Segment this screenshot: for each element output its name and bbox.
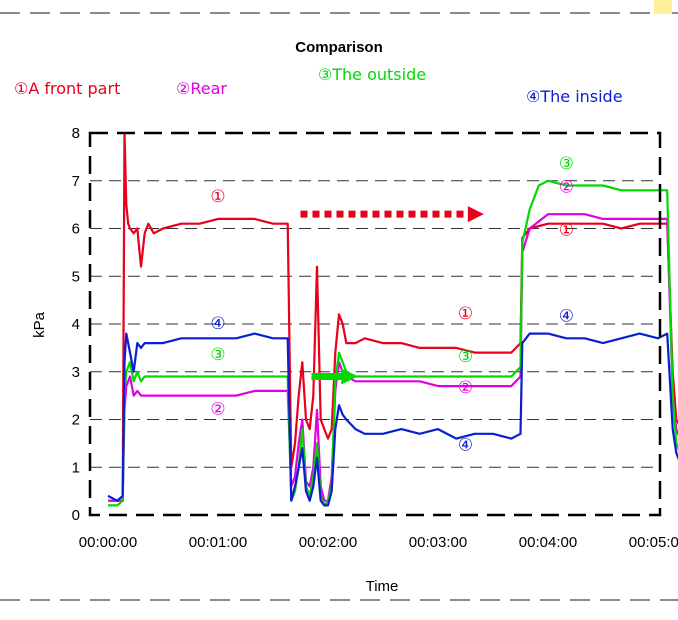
x-tick-label-2: 00:02:00 xyxy=(299,534,357,551)
x-tick-label-5: 00:05:00 xyxy=(629,534,678,551)
x-tick-label-4: 00:04:00 xyxy=(519,534,577,551)
y-tick-label-2: 2 xyxy=(72,412,80,429)
series-annotation-4: ② xyxy=(210,400,225,420)
chart-title: Comparison xyxy=(295,39,383,56)
series-annotation-11: ② xyxy=(559,178,574,198)
y-tick-label-3: 3 xyxy=(72,364,80,381)
plot-area: 0 1 2 3 4 5 6 7 8 00:00:00 00:01:00 00:02:00 00:03:0… xyxy=(72,125,678,551)
series-annotation-9: ④ xyxy=(559,307,574,327)
y-tick-label-5: 5 xyxy=(72,268,80,285)
y-axis-label: kPa xyxy=(31,311,48,338)
series-annotation-1: ① xyxy=(210,187,225,207)
tick-labels: 0 1 2 3 4 5 6 7 8 00:00:00 00:01:00 00:02:00 00:03:0… xyxy=(72,125,678,551)
series-line-3 xyxy=(108,179,678,507)
series-annotation-8: ④ xyxy=(458,436,473,456)
series-annotations: ① ④ ③ ② ① ③ ② ④ ④ ③ ② ① xyxy=(210,154,574,456)
y-tick-label-1: 1 xyxy=(72,459,80,476)
x-tick-label-3: 00:03:00 xyxy=(409,534,467,551)
y-tick-label-4: 4 xyxy=(72,316,80,333)
gridlines xyxy=(90,180,660,468)
series-line-4 xyxy=(107,332,678,507)
x-tick-label-1: 00:01:00 xyxy=(189,534,247,551)
legend-series-2: ②Rear xyxy=(176,79,227,98)
transition-arrows xyxy=(300,206,484,385)
series-annotation-7: ② xyxy=(458,378,473,398)
arrow-head-1 xyxy=(467,206,484,223)
series-annotation-10: ③ xyxy=(559,154,574,174)
x-tick-label-0: 00:00:00 xyxy=(79,534,137,551)
series-annotation-3: ③ xyxy=(210,345,225,365)
arrow-head-2 xyxy=(341,368,358,385)
series-annotation-6: ③ xyxy=(458,347,473,367)
y-tick-label-0: 0 xyxy=(72,507,80,524)
legend-series-4: ④The inside xyxy=(526,87,623,106)
series-annotation-5: ① xyxy=(458,304,473,324)
corner-marker xyxy=(654,0,672,14)
series-lines xyxy=(107,131,678,507)
legend-series-3: ③The outside xyxy=(318,65,426,84)
series-annotation-2: ④ xyxy=(210,314,225,334)
series-line-2 xyxy=(108,213,678,502)
y-tick-label-7: 7 xyxy=(72,173,80,190)
y-tick-label-6: 6 xyxy=(72,221,80,238)
series-line-1 xyxy=(108,131,678,502)
plot-frame xyxy=(88,131,662,517)
x-axis-label: Time xyxy=(366,578,399,595)
series-annotation-12: ① xyxy=(559,221,574,241)
y-tick-label-8: 8 xyxy=(72,125,80,142)
legend-series-1: ①A front part xyxy=(14,79,120,98)
